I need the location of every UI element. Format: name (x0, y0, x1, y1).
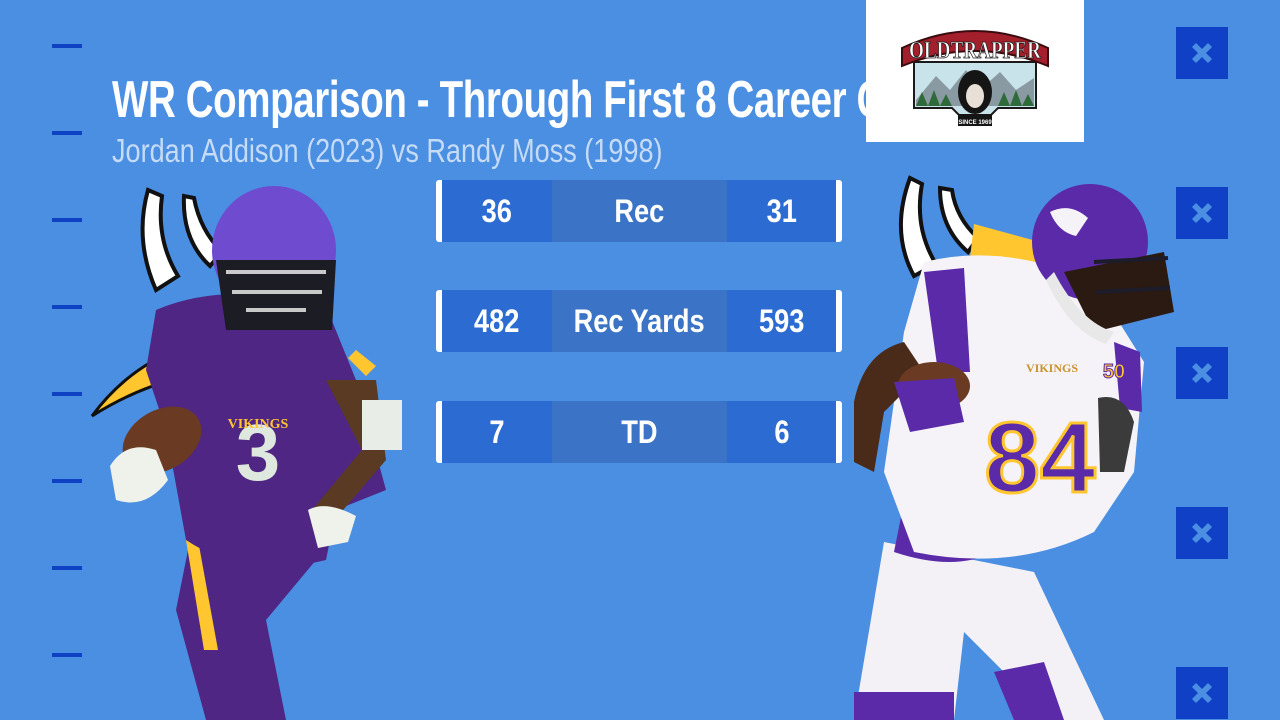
x-icon (1192, 363, 1212, 383)
stat-row-rec: 36 Rec 31 (436, 180, 842, 242)
bar-cap-right (836, 180, 842, 242)
yard-tick (52, 218, 82, 222)
yard-tick (52, 566, 82, 570)
yard-tick (52, 44, 82, 48)
vikings-horn-icon (140, 187, 181, 293)
right-player-value: 593 (727, 290, 836, 352)
bar-cap-left (436, 290, 442, 352)
right-player-value: 31 (727, 180, 836, 242)
left-player-value: 36 (442, 180, 552, 242)
graphic-title: WR Comparison - Through First 8 Career G… (112, 71, 941, 129)
bar-cap-right (836, 401, 842, 463)
svg-text:SINCE 1969: SINCE 1969 (958, 120, 992, 126)
stat-label: Rec Yards (552, 290, 727, 352)
svg-text:50: 50 (1103, 361, 1125, 383)
left-player-value: 482 (442, 290, 552, 352)
stat-row-rec-yards: 482 Rec Yards 593 (436, 290, 842, 352)
yard-tick (52, 479, 82, 483)
svg-text:84: 84 (984, 402, 1096, 514)
bar-cap-left (436, 401, 442, 463)
x-box (1176, 347, 1228, 399)
svg-text:VIKINGS: VIKINGS (1026, 361, 1078, 375)
svg-text:VIKINGS: VIKINGS (228, 417, 289, 432)
bar-cap-left (436, 180, 442, 242)
x-icon (1192, 43, 1212, 63)
yard-tick (52, 305, 82, 309)
yard-tick (52, 392, 82, 396)
right-player-value: 6 (727, 401, 836, 463)
svg-text:OLDTRAPPER: OLDTRAPPER (909, 38, 1042, 64)
bar-cap-right (836, 290, 842, 352)
player-photo-jordan-addison: 3 VIKINGS (90, 186, 402, 720)
graphic-subtitle: Jordan Addison (2023) vs Randy Moss (199… (112, 132, 663, 169)
stat-label: TD (552, 401, 727, 463)
x-box (1176, 27, 1228, 79)
stat-label: Rec (552, 180, 727, 242)
yard-tick (52, 653, 82, 657)
yard-tick (52, 131, 82, 135)
old-trapper-logo: SINCE 1969 OLDTRAPPER (901, 30, 1049, 126)
stat-row-td: 7 TD 6 (436, 401, 842, 463)
left-player-value: 7 (442, 401, 552, 463)
x-box (1176, 507, 1228, 559)
sponsor-logo: SINCE 1969 OLDTRAPPER (866, 0, 1084, 142)
x-icon (1192, 523, 1212, 543)
x-icon (1192, 683, 1212, 703)
x-box (1176, 187, 1228, 239)
player-photo-randy-moss: 84 VIKINGS 50 (854, 175, 1174, 720)
svg-text:3: 3 (236, 408, 281, 497)
x-icon (1192, 203, 1212, 223)
x-box (1176, 667, 1228, 719)
